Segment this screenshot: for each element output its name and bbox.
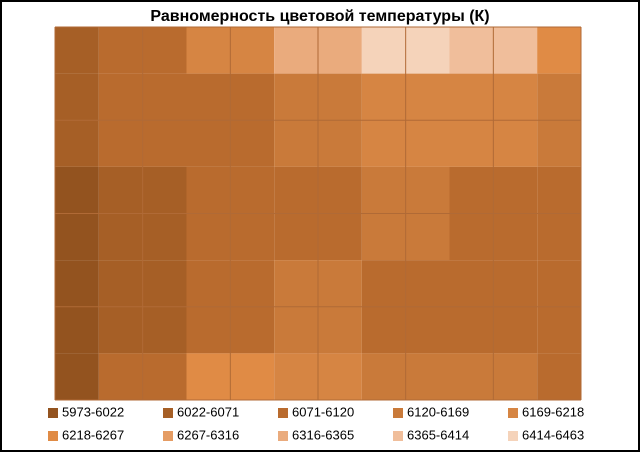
legend-swatch — [393, 408, 403, 418]
legend-swatch — [48, 431, 58, 441]
chart-title: Равномерность цветовой температуры (К) — [150, 8, 489, 25]
legend-swatch — [508, 431, 518, 441]
legend-label: 6071-6120 — [292, 404, 354, 419]
legend-label: 6022-6071 — [177, 404, 239, 419]
legend-label: 6267-6316 — [177, 427, 239, 442]
legend-swatch — [163, 431, 173, 441]
legend-label: 6365-6414 — [407, 427, 469, 442]
contour-cell — [537, 353, 581, 400]
legend-swatch — [393, 431, 403, 441]
legend-label: 6218-6267 — [62, 427, 124, 442]
legend-swatch — [508, 408, 518, 418]
contour-cell — [55, 27, 99, 74]
legend-swatch — [278, 408, 288, 418]
legend-label: 6316-6365 — [292, 427, 354, 442]
legend-label: 6169-6218 — [522, 404, 584, 419]
legend-swatch — [163, 408, 173, 418]
legend-label: 6120-6169 — [407, 404, 469, 419]
legend-label: 5973-6022 — [62, 404, 124, 419]
contour-cell — [55, 353, 99, 400]
legend-label: 6414-6463 — [522, 427, 584, 442]
contour-cell — [537, 27, 581, 74]
legend-swatch — [48, 408, 58, 418]
legend-swatch — [278, 431, 288, 441]
